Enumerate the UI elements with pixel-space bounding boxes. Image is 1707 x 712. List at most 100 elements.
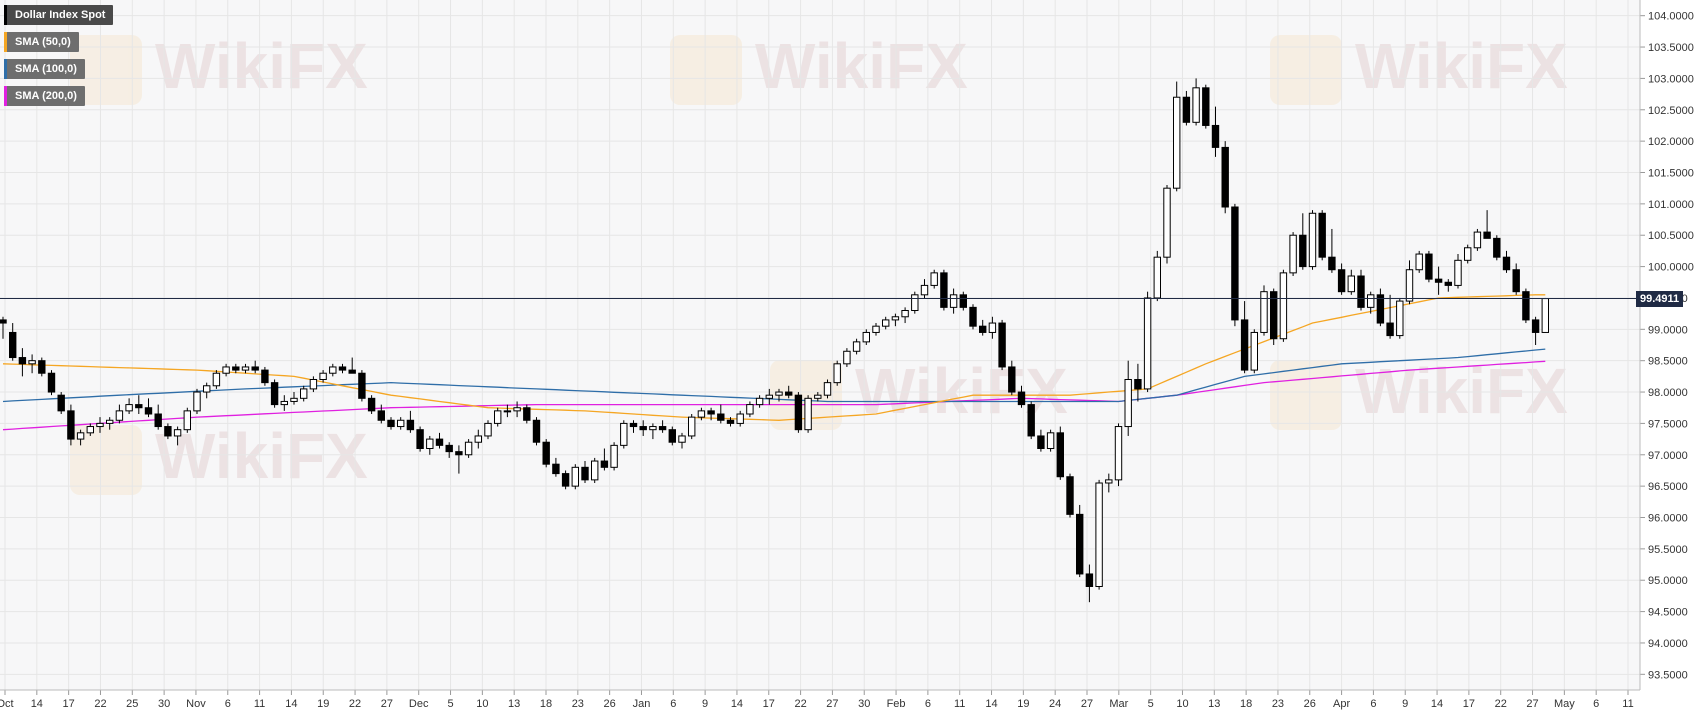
- candle[interactable]: [435, 432, 444, 449]
- candle[interactable]: [397, 417, 405, 430]
- candle[interactable]: [697, 407, 706, 421]
- candle[interactable]: [901, 307, 909, 324]
- candle[interactable]: [222, 363, 230, 377]
- candle[interactable]: [348, 357, 356, 374]
- candle[interactable]: [183, 407, 192, 433]
- candle[interactable]: [1066, 473, 1074, 518]
- candle[interactable]: [86, 423, 94, 436]
- candle[interactable]: [979, 319, 987, 336]
- candle[interactable]: [726, 417, 735, 427]
- candle[interactable]: [765, 388, 773, 405]
- candle[interactable]: [1017, 385, 1026, 408]
- candle[interactable]: [193, 388, 201, 414]
- candle[interactable]: [164, 423, 172, 440]
- candle[interactable]: [1415, 250, 1423, 273]
- candle[interactable]: [1299, 213, 1307, 270]
- candle[interactable]: [1182, 90, 1191, 126]
- candle[interactable]: [1444, 279, 1452, 292]
- candle[interactable]: [280, 395, 289, 411]
- candle[interactable]: [1347, 269, 1355, 295]
- candle[interactable]: [338, 363, 347, 374]
- candle[interactable]: [1134, 363, 1142, 402]
- candle[interactable]: [1483, 210, 1491, 239]
- candle[interactable]: [785, 385, 793, 399]
- candle[interactable]: [261, 366, 269, 386]
- candle[interactable]: [0, 316, 7, 339]
- candle[interactable]: [794, 392, 803, 433]
- candle[interactable]: [1260, 285, 1268, 336]
- candle[interactable]: [1328, 228, 1336, 273]
- candle[interactable]: [1308, 210, 1317, 270]
- candle[interactable]: [1522, 288, 1530, 324]
- candle[interactable]: [1056, 426, 1064, 480]
- candle[interactable]: [755, 395, 764, 408]
- candle[interactable]: [949, 288, 958, 314]
- candle[interactable]: [1434, 266, 1443, 295]
- candle[interactable]: [387, 417, 395, 430]
- candle[interactable]: [959, 291, 967, 311]
- candle[interactable]: [212, 370, 221, 389]
- candle[interactable]: [911, 291, 919, 314]
- candle[interactable]: [1163, 185, 1171, 264]
- legend-item-sma50[interactable]: SMA (50,0): [4, 32, 79, 52]
- candle[interactable]: [67, 404, 75, 446]
- candle[interactable]: [309, 376, 318, 393]
- candle[interactable]: [1153, 250, 1161, 302]
- candle[interactable]: [649, 423, 657, 440]
- candle[interactable]: [707, 407, 715, 421]
- candle[interactable]: [620, 420, 628, 449]
- candle[interactable]: [1202, 84, 1210, 129]
- candle[interactable]: [513, 401, 521, 418]
- candle[interactable]: [1211, 106, 1220, 157]
- candle[interactable]: [416, 426, 424, 452]
- candle[interactable]: [1541, 297, 1549, 333]
- candle[interactable]: [154, 404, 162, 430]
- candle[interactable]: [1143, 291, 1152, 393]
- candle[interactable]: [717, 404, 725, 424]
- candle[interactable]: [484, 420, 492, 440]
- candle[interactable]: [1085, 564, 1094, 603]
- candle[interactable]: [1240, 301, 1249, 374]
- candle[interactable]: [1046, 429, 1055, 452]
- candle[interactable]: [125, 398, 133, 414]
- candle[interactable]: [1386, 294, 1394, 339]
- candle[interactable]: [581, 461, 589, 483]
- candle[interactable]: [872, 323, 880, 336]
- candle[interactable]: [426, 435, 434, 455]
- candle[interactable]: [998, 319, 1006, 371]
- candle[interactable]: [988, 316, 997, 339]
- candle[interactable]: [232, 363, 240, 374]
- candle[interactable]: [736, 410, 744, 427]
- candle[interactable]: [38, 357, 46, 377]
- candle[interactable]: [329, 363, 337, 377]
- candle[interactable]: [135, 395, 143, 414]
- candle[interactable]: [367, 395, 376, 414]
- candle[interactable]: [1114, 423, 1123, 487]
- candle[interactable]: [106, 417, 114, 430]
- candle[interactable]: [464, 439, 473, 458]
- candle[interactable]: [852, 338, 861, 355]
- candle[interactable]: [1173, 81, 1181, 192]
- candle[interactable]: [843, 348, 851, 367]
- candle[interactable]: [474, 429, 483, 449]
- candle[interactable]: [629, 420, 638, 433]
- candle[interactable]: [1192, 78, 1200, 126]
- candle[interactable]: [1473, 228, 1482, 251]
- candle[interactable]: [406, 410, 415, 433]
- candle[interactable]: [503, 404, 512, 418]
- candle[interactable]: [552, 457, 560, 477]
- candle[interactable]: [639, 420, 647, 436]
- candle[interactable]: [115, 404, 124, 424]
- candle[interactable]: [1289, 232, 1297, 276]
- candle[interactable]: [1008, 360, 1016, 396]
- candle[interactable]: [1027, 401, 1035, 440]
- legend-item-sma100[interactable]: SMA (100,0): [4, 59, 85, 79]
- candle[interactable]: [57, 392, 65, 414]
- legend-item-sma200[interactable]: SMA (200,0): [4, 86, 85, 106]
- candle[interactable]: [561, 470, 570, 490]
- candle[interactable]: [1221, 141, 1229, 214]
- candle[interactable]: [1454, 254, 1462, 289]
- candle[interactable]: [1464, 244, 1472, 264]
- candle[interactable]: [9, 323, 17, 361]
